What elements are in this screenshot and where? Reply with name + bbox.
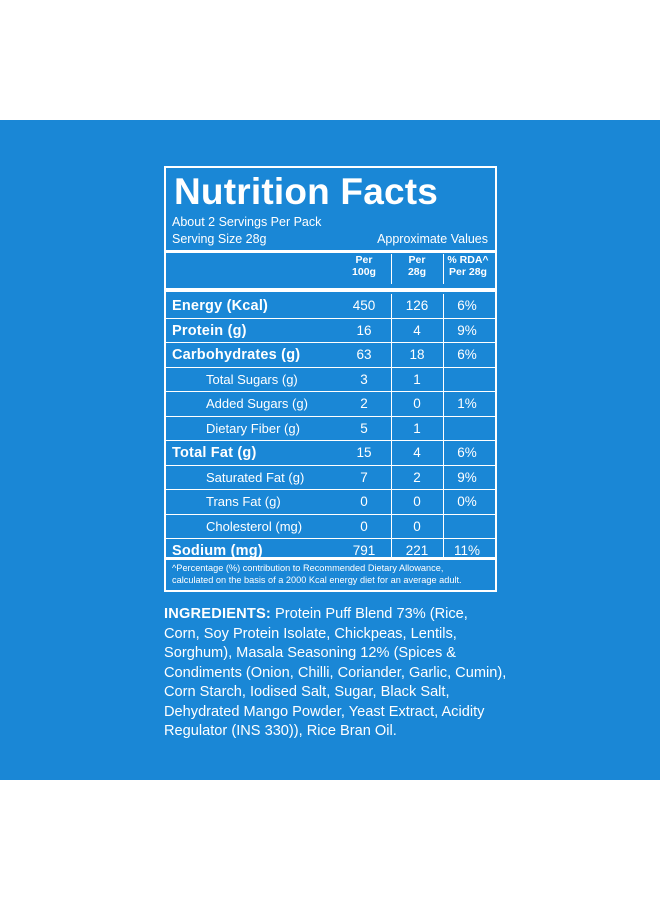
rda-footnote: ^Percentage (%) contribution to Recommen…: [172, 562, 492, 586]
column-header-per-100g: Per 100g: [338, 254, 390, 278]
table-row-total-fat: Total Fat (g) 15 4 6%: [166, 441, 495, 466]
table-row-trans-fat: Trans Fat (g) 0 0 0%: [166, 490, 495, 515]
value-per-28g: 126: [405, 298, 429, 313]
value-per-28g: 2: [413, 469, 421, 485]
value-per-100g: 63: [356, 347, 372, 362]
column-divider-2: [443, 294, 444, 557]
table-row-carbohydrates: Carbohydrates (g) 63 18 6%: [166, 343, 495, 368]
nutrition-facts-title: Nutrition Facts: [174, 171, 439, 212]
value-rda: 11%: [453, 543, 481, 558]
value-rda: 9%: [457, 469, 477, 485]
value-per-28g: 18: [409, 347, 425, 362]
table-row-sodium: Sodium (mg) 791 221 11%: [166, 539, 495, 564]
nutrient-label: Protein (g): [172, 322, 247, 339]
ingredients-line-7: Regulator (INS 330)), Rice Bran Oil.: [164, 723, 397, 739]
nutrient-label: Cholesterol (mg): [206, 518, 303, 534]
value-rda: 6%: [457, 445, 477, 460]
value-per-100g: 3: [360, 371, 368, 387]
column-header-rda: % RDA^ Per 28g: [442, 254, 494, 278]
value-per-100g: 791: [352, 543, 376, 558]
value-per-28g: 4: [413, 445, 421, 460]
value-per-100g: 16: [356, 322, 372, 338]
value-per-28g: 221: [405, 543, 429, 558]
ingredients-block: INGREDIENTS: Protein Puff Blend 73% (Ric…: [164, 605, 536, 742]
ingredients-line-5: Corn Starch, Iodised Salt, Sugar, Black …: [164, 684, 450, 700]
value-rda: 1%: [457, 396, 477, 411]
column-divider-1: [391, 294, 392, 557]
value-per-100g: 7: [360, 469, 368, 485]
serving-size: Serving Size 28g: [172, 232, 267, 246]
nutrient-label: Carbohydrates (g): [172, 347, 301, 363]
value-per-100g: 450: [352, 298, 376, 313]
value-per-100g: 5: [360, 420, 368, 436]
nutrient-label: Sodium (mg): [172, 543, 263, 559]
servings-per-pack: About 2 Servings Per Pack: [172, 215, 322, 229]
value-rda: 9%: [457, 322, 477, 338]
table-row-cholesterol: Cholesterol (mg) 0 0: [166, 515, 495, 539]
column-header-per-28g-line2: 28g: [407, 266, 427, 278]
table-top-rule: [166, 288, 495, 292]
rda-footnote-line2: calculated on the basis of a 2000 Kcal e…: [172, 575, 462, 585]
table-row-dietary-fiber: Dietary Fiber (g) 5 1: [166, 417, 495, 441]
value-rda: 0%: [457, 494, 477, 509]
table-row-added-sugars: Added Sugars (g) 2 0 1%: [166, 392, 495, 417]
header-rule: [166, 250, 495, 253]
column-header-per-28g: Per 28g: [392, 254, 442, 278]
value-rda: 6%: [457, 298, 477, 313]
value-per-28g: 1: [413, 371, 421, 387]
value-per-28g: 0: [413, 494, 421, 509]
table-row-energy: Energy (Kcal) 450 126 6%: [166, 294, 495, 319]
header-column-divider-1: [391, 254, 392, 284]
nutrient-label: Saturated Fat (g): [206, 469, 305, 485]
value-per-100g: 15: [356, 445, 372, 460]
value-per-28g: 1: [413, 420, 421, 436]
table-row-total-sugars: Total Sugars (g) 3 1: [166, 368, 495, 392]
nutrient-label: Added Sugars (g): [206, 396, 308, 411]
footnote-rule: [166, 557, 495, 560]
nutrient-label: Trans Fat (g): [206, 494, 281, 509]
nutrient-label: Total Sugars (g): [206, 371, 298, 387]
value-per-100g: 0: [360, 518, 368, 534]
value-per-28g: 0: [413, 518, 421, 534]
table-row-saturated-fat: Saturated Fat (g) 7 2 9%: [166, 466, 495, 490]
ingredients-line-2: Corn, Soy Protein Isolate, Chickpeas, Le…: [164, 625, 457, 642]
approximate-values-note: Approximate Values: [377, 232, 488, 246]
ingredients-line-1: INGREDIENTS: Protein Puff Blend 73% (Ric…: [164, 605, 536, 625]
nutrient-label: Total Fat (g): [172, 445, 257, 461]
column-header-per-28g-line1: Per: [408, 254, 426, 266]
ingredients-line-4: Condiments (Onion, Chilli, Coriander, Ga…: [164, 664, 507, 681]
value-per-100g: 2: [360, 396, 368, 411]
blue-background-band: [0, 120, 660, 780]
nutrition-table: Energy (Kcal) 450 126 6% Protein (g) 16 …: [166, 294, 495, 564]
value-rda: 6%: [457, 347, 477, 362]
ingredients-line-6: Dehydrated Mango Powder, Yeast Extract, …: [164, 703, 485, 720]
value-per-28g: 0: [413, 396, 421, 411]
table-row-protein: Protein (g) 16 4 9%: [166, 319, 495, 343]
ingredients-text-1: Protein Puff Blend 73% (Rice,: [271, 606, 468, 622]
nutrient-label: Dietary Fiber (g): [206, 420, 300, 436]
column-header-per-100g-line1: Per: [355, 254, 373, 266]
ingredients-line-3: Sorghum), Masala Seasoning 12% (Spices &: [164, 645, 457, 661]
nutrition-facts-panel: Nutrition Facts About 2 Servings Per Pac…: [164, 166, 497, 592]
rda-footnote-line1: ^Percentage (%) contribution to Recommen…: [172, 563, 444, 573]
value-per-28g: 4: [413, 322, 421, 338]
column-header-rda-line1: % RDA^: [447, 254, 489, 266]
column-header-rda-line2: Per 28g: [449, 266, 487, 278]
nutrient-label: Energy (Kcal): [172, 298, 269, 314]
ingredients-label: INGREDIENTS:: [164, 606, 271, 622]
header-column-divider-2: [443, 254, 444, 284]
column-header-per-100g-line2: 100g: [352, 266, 376, 278]
value-per-100g: 0: [360, 494, 368, 509]
